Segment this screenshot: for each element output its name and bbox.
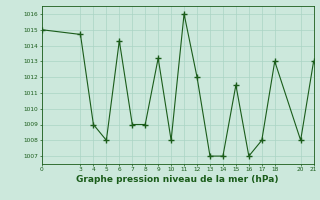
X-axis label: Graphe pression niveau de la mer (hPa): Graphe pression niveau de la mer (hPa) [76,175,279,184]
